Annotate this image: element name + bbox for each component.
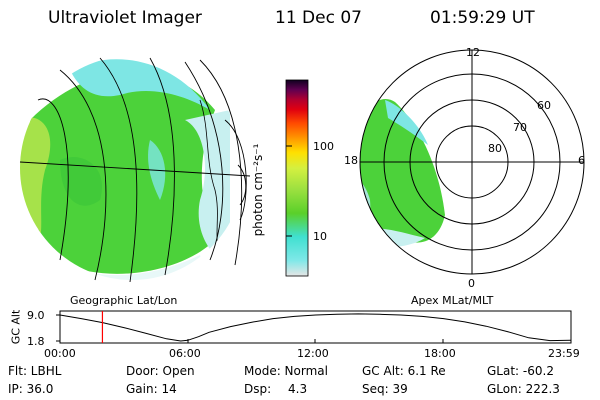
instrument-title: Ultraviolet Imager (48, 8, 202, 28)
mlt-label-0: 0 (468, 277, 475, 290)
colorbar (285, 79, 309, 277)
gc-alt-xtick-1200: 12:00 (297, 347, 329, 360)
polar-panel-label: Apex MLat/MLT (411, 294, 494, 307)
info-dsp-label: Dsp: (244, 382, 272, 396)
gc-alt-ytick-high: 9.0 (27, 309, 45, 322)
mlat-label-70: 70 (513, 121, 527, 134)
mlat-label-80: 80 (488, 142, 502, 155)
colorbar-unit-label: photon cm⁻²s⁻¹ (251, 143, 265, 237)
geo-image (20, 56, 244, 280)
gc-alt-xtick-0600: 06:00 (169, 347, 201, 360)
info-flt: Flt: LBHL (8, 364, 62, 378)
mlat-label-60: 60 (537, 99, 551, 112)
gc-alt-xtick-2359: 23:59 (548, 347, 580, 360)
gc-alt-ylabel: GC Alt (9, 309, 23, 345)
info-glat: GLat: -60.2 (487, 364, 554, 378)
info-glon: GLon: 222.3 (487, 382, 560, 396)
gc-alt-xtick-0000: 00:00 (44, 347, 76, 360)
colorbar-tick-100: 100 (313, 140, 334, 153)
mlt-label-6: 6 (578, 154, 585, 167)
gc-alt-plot (56, 310, 572, 344)
mlt-label-18: 18 (344, 154, 358, 167)
gc-alt-line (59, 313, 572, 342)
gc-alt-xticks (59, 339, 572, 343)
info-door: Door: Open (126, 364, 195, 378)
info-seq: Seq: 39 (362, 382, 408, 396)
colorbar-tick-10: 10 (313, 230, 327, 243)
info-gc-alt: GC Alt: 6.1 Re (362, 364, 446, 378)
info-gain: Gain: 14 (126, 382, 177, 396)
header-date: 11 Dec 07 (275, 8, 362, 28)
info-dsp-value: 4.3 (288, 382, 308, 396)
gc-alt-ytick-low: 1.8 (27, 335, 45, 348)
info-mode: Mode: Normal (244, 364, 328, 378)
info-ip: IP: 36.0 (8, 382, 54, 396)
header-time: 01:59:29 UT (430, 8, 535, 28)
mlt-label-12: 12 (466, 46, 480, 59)
polar-image (360, 99, 445, 252)
geo-grid (19, 57, 251, 283)
geo-panel-label: Geographic Lat/Lon (70, 294, 178, 307)
gc-alt-xtick-1800: 18:00 (424, 347, 456, 360)
polar-grid (359, 49, 585, 275)
